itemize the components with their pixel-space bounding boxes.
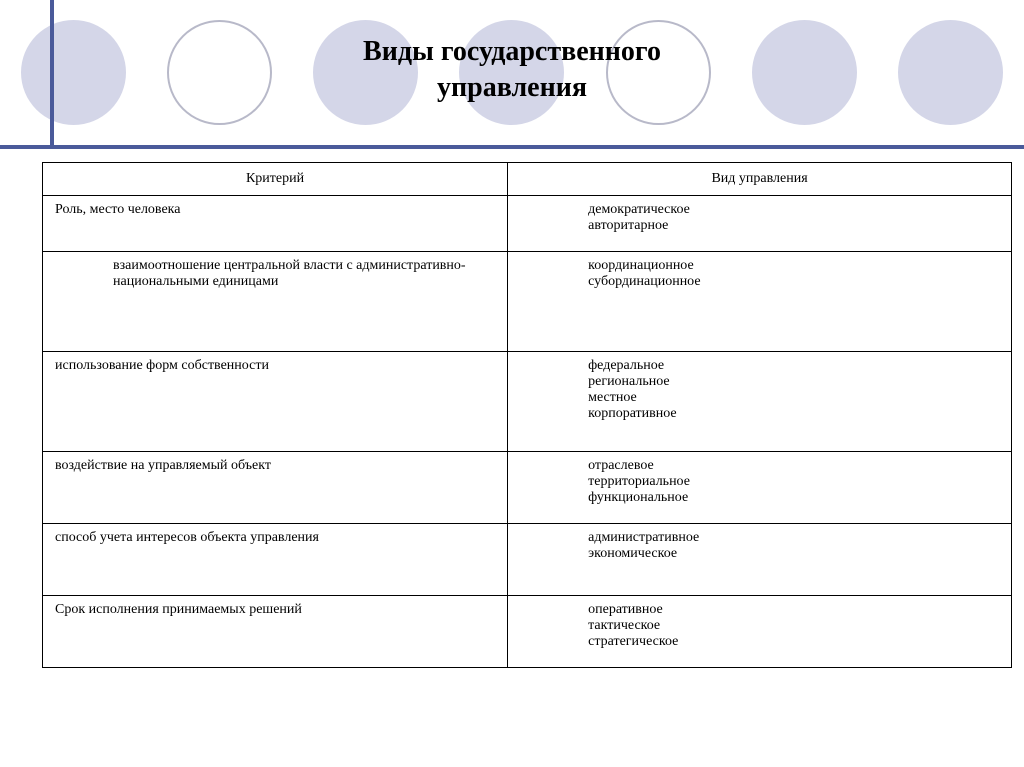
table-row: взаимоотношение центральной власти с адм… bbox=[43, 252, 1012, 352]
types-cell: демократическоеавторитарное bbox=[508, 196, 1012, 252]
types-cell: федеральноерегиональноеместноекорпоратив… bbox=[508, 352, 1012, 452]
criterion-cell: воздействие на управляемый объект bbox=[43, 452, 508, 524]
criterion-cell: способ учета интересов объекта управлени… bbox=[43, 524, 508, 596]
criterion-cell: Роль, место человека bbox=[43, 196, 508, 252]
slide-title: Виды государственного управления bbox=[0, 34, 1024, 107]
header-type: Вид управления bbox=[508, 163, 1012, 196]
criterion-cell: взаимоотношение центральной власти с адм… bbox=[43, 252, 508, 352]
types-cell: административноеэкономическое bbox=[508, 524, 1012, 596]
table-row: Срок исполнения принимаемых решенийопера… bbox=[43, 596, 1012, 668]
types-cell: оперативноетактическоестратегическое bbox=[508, 596, 1012, 668]
header-criterion: Критерий bbox=[43, 163, 508, 196]
table-header-row: Критерий Вид управления bbox=[43, 163, 1012, 196]
title-line-2: управления bbox=[437, 72, 587, 103]
table-row: Роль, место человекадемократическоеавтор… bbox=[43, 196, 1012, 252]
types-cell: отраслевоетерриториальноефункциональное bbox=[508, 452, 1012, 524]
content-table-container: Критерий Вид управления Роль, место чело… bbox=[42, 162, 1012, 668]
types-table: Критерий Вид управления Роль, место чело… bbox=[42, 162, 1012, 668]
types-cell: координационноесубординационное bbox=[508, 252, 1012, 352]
horizontal-accent-line bbox=[0, 145, 1024, 149]
criterion-cell: Срок исполнения принимаемых решений bbox=[43, 596, 508, 668]
criterion-cell: использование форм собственности bbox=[43, 352, 508, 452]
table-row: воздействие на управляемый объектотрасле… bbox=[43, 452, 1012, 524]
table-row: использование форм собственностифедераль… bbox=[43, 352, 1012, 452]
table-row: способ учета интересов объекта управлени… bbox=[43, 524, 1012, 596]
title-line-1: Виды государственного bbox=[363, 36, 661, 67]
